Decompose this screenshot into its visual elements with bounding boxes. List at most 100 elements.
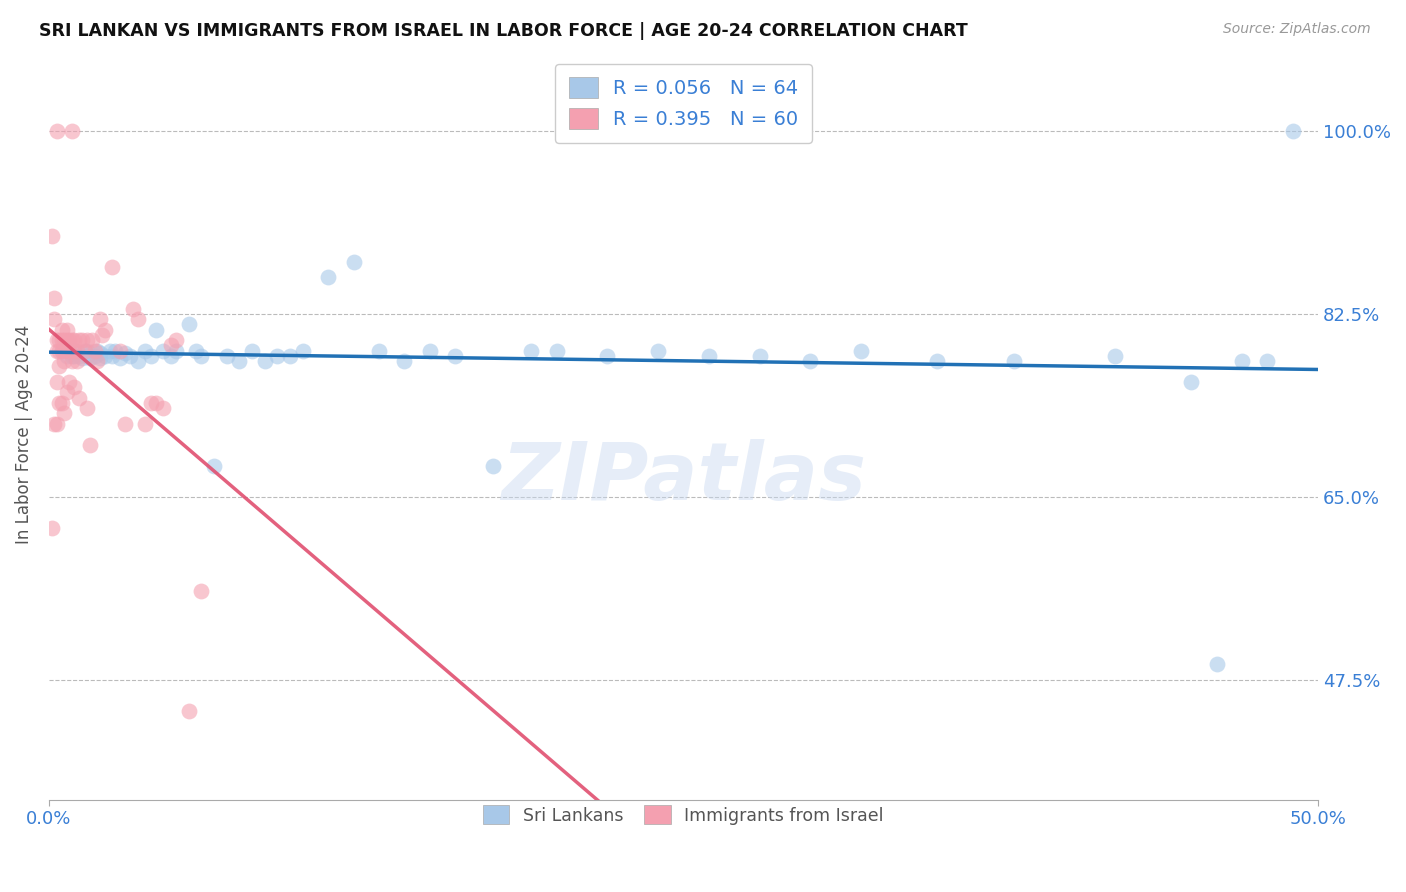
Point [86, 354, 108, 368]
Point [101, 260, 124, 274]
Point [190, 349, 212, 363]
Point [66, 343, 89, 358]
Point [291, 343, 314, 358]
Point [851, 343, 873, 358]
Point [101, 349, 124, 363]
Point [444, 349, 467, 363]
Point [60, 354, 83, 368]
Point [83, 343, 105, 358]
Point [94, 349, 117, 363]
Point [253, 354, 276, 368]
Point [76, 333, 98, 347]
Point [60, 333, 83, 347]
Point [45, 333, 67, 347]
Point [114, 417, 136, 431]
Point [120, 349, 142, 363]
Point [1256, 354, 1278, 368]
Point [41, 228, 63, 243]
Point [89, 351, 111, 365]
Point [89, 312, 111, 326]
Point [394, 354, 416, 368]
Point [51, 333, 73, 347]
Point [48, 343, 70, 358]
Point [63, 333, 86, 347]
Point [55, 385, 77, 400]
Point [53, 354, 76, 368]
Point [82, 333, 104, 347]
Point [127, 312, 149, 326]
Point [86, 343, 108, 358]
Point [76, 343, 98, 358]
Point [186, 343, 208, 358]
Point [79, 351, 101, 365]
Point [482, 458, 505, 473]
Point [67, 391, 90, 405]
Point [134, 417, 156, 431]
Point [215, 349, 238, 363]
Point [55, 333, 77, 347]
Point [53, 343, 76, 358]
Point [48, 396, 70, 410]
Point [240, 343, 263, 358]
Point [55, 349, 77, 363]
Point [190, 583, 212, 598]
Point [278, 349, 301, 363]
Point [368, 343, 391, 358]
Point [63, 343, 86, 358]
Text: Source: ZipAtlas.com: Source: ZipAtlas.com [1223, 22, 1371, 37]
Point [177, 318, 200, 332]
Point [60, 349, 83, 363]
Point [159, 338, 181, 352]
Point [159, 349, 181, 363]
Point [45, 124, 67, 138]
Point [1205, 657, 1227, 671]
Point [1281, 124, 1303, 138]
Point [83, 349, 105, 363]
Point [76, 349, 98, 363]
Point [228, 354, 250, 368]
Y-axis label: In Labor Force | Age 20-24: In Labor Force | Age 20-24 [15, 325, 32, 544]
Point [89, 345, 111, 359]
Point [42, 291, 65, 305]
Point [63, 349, 86, 363]
Text: ZIPatlas: ZIPatlas [501, 439, 866, 517]
Point [55, 323, 77, 337]
Point [799, 354, 821, 368]
Point [748, 349, 770, 363]
Point [647, 343, 669, 358]
Legend: Sri Lankans, Immigrants from Israel: Sri Lankans, Immigrants from Israel [472, 795, 894, 835]
Point [45, 343, 67, 358]
Point [42, 417, 65, 431]
Point [1230, 354, 1253, 368]
Point [546, 343, 568, 358]
Point [70, 333, 93, 347]
Point [596, 349, 619, 363]
Point [152, 343, 174, 358]
Point [67, 333, 90, 347]
Point [48, 359, 70, 374]
Point [177, 704, 200, 718]
Point [51, 343, 73, 358]
Point [63, 343, 86, 358]
Point [41, 521, 63, 535]
Point [108, 351, 131, 365]
Point [139, 349, 162, 363]
Point [58, 375, 80, 389]
Point [927, 354, 949, 368]
Point [76, 401, 98, 415]
Point [67, 349, 90, 363]
Point [127, 354, 149, 368]
Point [1180, 375, 1202, 389]
Point [108, 343, 131, 358]
Text: SRI LANKAN VS IMMIGRANTS FROM ISRAEL IN LABOR FORCE | AGE 20-24 CORRELATION CHAR: SRI LANKAN VS IMMIGRANTS FROM ISRAEL IN … [39, 22, 969, 40]
Point [45, 375, 67, 389]
Point [114, 345, 136, 359]
Point [53, 333, 76, 347]
Point [152, 401, 174, 415]
Point [51, 396, 73, 410]
Point [66, 354, 89, 368]
Point [316, 270, 339, 285]
Point [419, 343, 441, 358]
Point [94, 323, 117, 337]
Point [51, 323, 73, 337]
